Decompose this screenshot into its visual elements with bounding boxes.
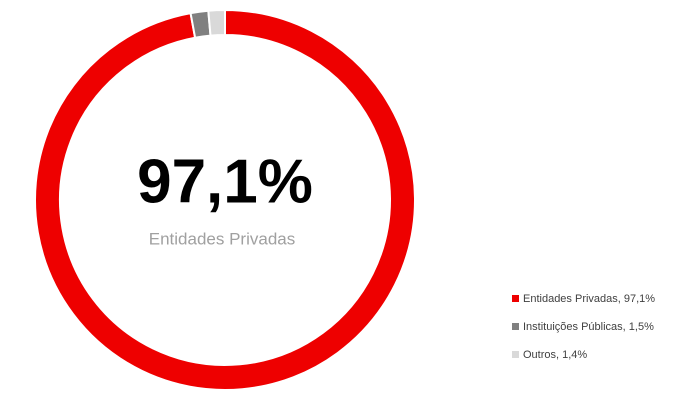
center-value: 97,1% [137, 147, 313, 216]
slice [189, 9, 212, 39]
legend-label: Entidades Privadas, 97,1% [523, 293, 655, 305]
legend-swatch [512, 323, 519, 330]
slice [207, 8, 226, 37]
legend: Entidades Privadas, 97,1% Instituições Pú… [512, 293, 655, 361]
donut [34, 8, 416, 391]
center-label: Entidades Privadas [149, 229, 295, 248]
legend-label: Outros, 1,4% [523, 349, 587, 361]
legend-label: Instituições Públicas, 1,5% [523, 321, 654, 333]
slice [34, 8, 416, 391]
legend-swatch [512, 351, 519, 358]
legend-swatch [512, 295, 519, 302]
